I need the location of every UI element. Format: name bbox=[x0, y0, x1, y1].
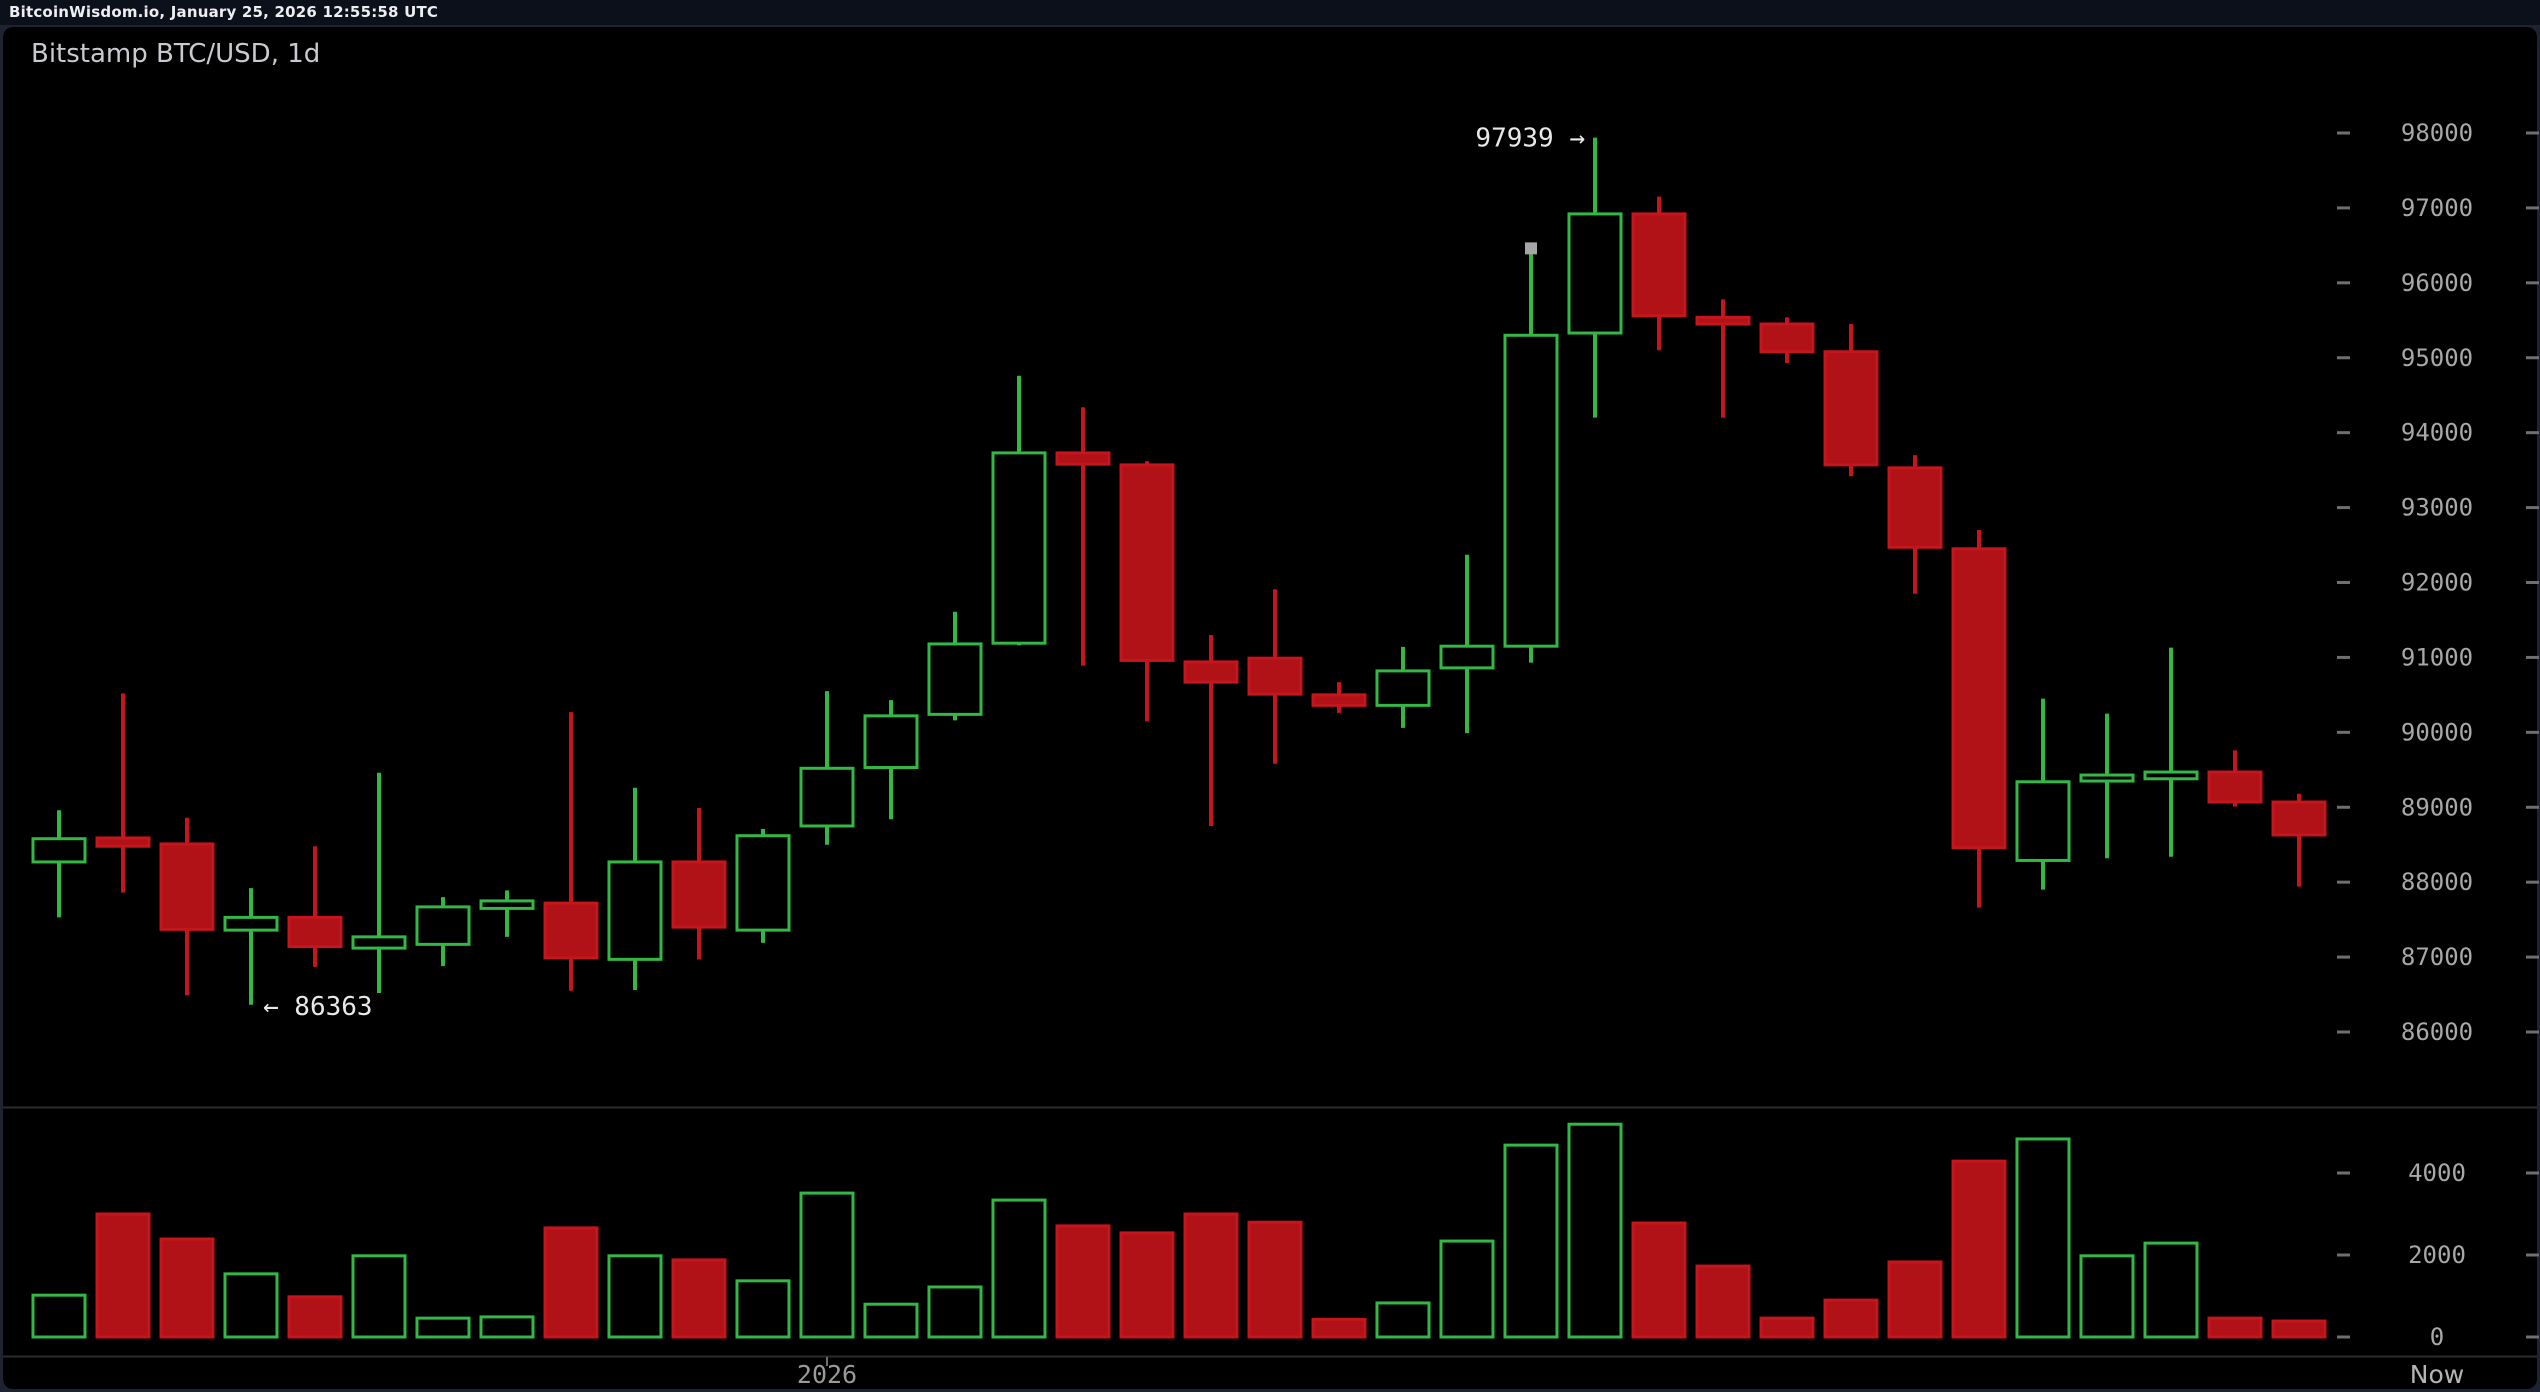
volume-bar bbox=[735, 1279, 791, 1339]
price-tick-label: 98000 bbox=[2401, 119, 2473, 147]
volume-bar bbox=[1055, 1224, 1111, 1339]
high-annotation: 97939 → bbox=[1475, 124, 1585, 154]
volume-bar bbox=[1375, 1301, 1431, 1339]
candle-body bbox=[1631, 212, 1687, 318]
price-tick-label: 89000 bbox=[2401, 793, 2473, 821]
candle-body bbox=[1375, 669, 1431, 707]
status-bar-text: BitcoinWisdom.io, January 25, 2026 12:55… bbox=[9, 3, 439, 21]
volume-bar bbox=[991, 1198, 1047, 1339]
candle-body bbox=[607, 860, 663, 961]
candle-body bbox=[735, 834, 791, 932]
candle-body bbox=[1503, 333, 1559, 648]
volume-bar bbox=[2015, 1137, 2071, 1339]
candle-body bbox=[1567, 212, 1623, 335]
price-tick-label: 93000 bbox=[2401, 494, 2473, 522]
volume-bar bbox=[351, 1254, 407, 1339]
price-tick-label: 97000 bbox=[2401, 194, 2473, 222]
candle-body bbox=[1247, 656, 1303, 696]
candle-body bbox=[2079, 773, 2135, 783]
candle-body bbox=[799, 766, 855, 828]
volume-bar bbox=[799, 1191, 855, 1339]
candle-body bbox=[1439, 644, 1495, 670]
candle-body bbox=[671, 860, 727, 929]
price-tick-label: 94000 bbox=[2401, 419, 2473, 447]
candle-body bbox=[1695, 315, 1751, 326]
candle-body bbox=[1119, 463, 1175, 662]
candle-body bbox=[1759, 322, 1815, 354]
volume-tick-label: 0 bbox=[2430, 1323, 2444, 1351]
volume-bar bbox=[415, 1316, 471, 1339]
candle-body bbox=[95, 836, 151, 848]
candle-body bbox=[31, 837, 87, 864]
volume-bar bbox=[1439, 1239, 1495, 1339]
price-tick-label: 90000 bbox=[2401, 718, 2473, 746]
chart-panel bbox=[3, 27, 2537, 1389]
candle-body bbox=[543, 901, 599, 960]
candle-body bbox=[1055, 451, 1111, 466]
volume-bar bbox=[2207, 1316, 2263, 1339]
candle-body bbox=[927, 642, 983, 716]
candle-body bbox=[1887, 466, 1943, 549]
price-tick-label: 92000 bbox=[2401, 569, 2473, 597]
candle-body bbox=[351, 935, 407, 950]
volume-bar bbox=[1887, 1260, 1943, 1339]
price-tick-label: 95000 bbox=[2401, 344, 2473, 372]
volume-bar bbox=[2143, 1241, 2199, 1339]
volume-bar bbox=[2079, 1254, 2135, 1339]
volume-bar bbox=[1247, 1220, 1303, 1339]
candle-body bbox=[1311, 693, 1367, 707]
volume-bar bbox=[1695, 1264, 1751, 1339]
volume-bar bbox=[607, 1254, 663, 1339]
x-axis-now-label: Now bbox=[2410, 1360, 2464, 1389]
volume-bar bbox=[479, 1315, 535, 1339]
candle-body bbox=[2015, 780, 2071, 862]
price-tick-label: 88000 bbox=[2401, 868, 2473, 896]
volume-tick-label: 4000 bbox=[2408, 1159, 2466, 1187]
volume-bar bbox=[2271, 1319, 2327, 1339]
volume-bar bbox=[671, 1258, 727, 1339]
price-tick-label: 87000 bbox=[2401, 943, 2473, 971]
candle-body bbox=[1823, 350, 1879, 467]
candle-body bbox=[479, 899, 535, 910]
volume-bar bbox=[863, 1302, 919, 1339]
price-tick-label: 96000 bbox=[2401, 269, 2473, 297]
volume-bar bbox=[1759, 1316, 1815, 1339]
volume-tick-label: 2000 bbox=[2408, 1241, 2466, 1269]
candle-body bbox=[991, 451, 1047, 645]
volume-bar bbox=[1823, 1298, 1879, 1339]
candle-body bbox=[287, 915, 343, 949]
x-axis-year-label: 2026 bbox=[797, 1360, 857, 1389]
candle-body bbox=[1183, 660, 1239, 684]
candle-body bbox=[415, 905, 471, 946]
low-annotation: ← 86363 bbox=[263, 992, 373, 1022]
candle-body bbox=[1951, 547, 2007, 850]
candle-body bbox=[2271, 800, 2327, 837]
volume-bar bbox=[31, 1293, 87, 1339]
chart-title: Bitstamp BTC/USD, 1d bbox=[31, 39, 321, 69]
price-tick-label: 91000 bbox=[2401, 643, 2473, 671]
volume-bar bbox=[223, 1272, 279, 1339]
volume-bar bbox=[1567, 1122, 1623, 1339]
candle-body bbox=[2143, 770, 2199, 781]
volume-bar bbox=[1119, 1231, 1175, 1339]
volume-bar bbox=[159, 1237, 215, 1339]
candle-body bbox=[159, 842, 215, 931]
volume-bar bbox=[1951, 1159, 2007, 1339]
volume-bar bbox=[1503, 1143, 1559, 1339]
volume-bar bbox=[543, 1226, 599, 1339]
status-bar: BitcoinWisdom.io, January 25, 2026 12:55… bbox=[0, 0, 2540, 25]
volume-bar bbox=[1631, 1221, 1687, 1339]
candle-body bbox=[223, 915, 279, 932]
volume-bar bbox=[287, 1295, 343, 1339]
price-tick-label: 86000 bbox=[2401, 1018, 2473, 1046]
volume-bar bbox=[95, 1212, 151, 1339]
candle-body bbox=[863, 714, 919, 770]
volume-bar bbox=[927, 1285, 983, 1339]
trade-marker-dot bbox=[1525, 242, 1537, 255]
volume-bar bbox=[1311, 1317, 1367, 1339]
candle-body bbox=[2207, 770, 2263, 804]
volume-bar bbox=[1183, 1212, 1239, 1339]
